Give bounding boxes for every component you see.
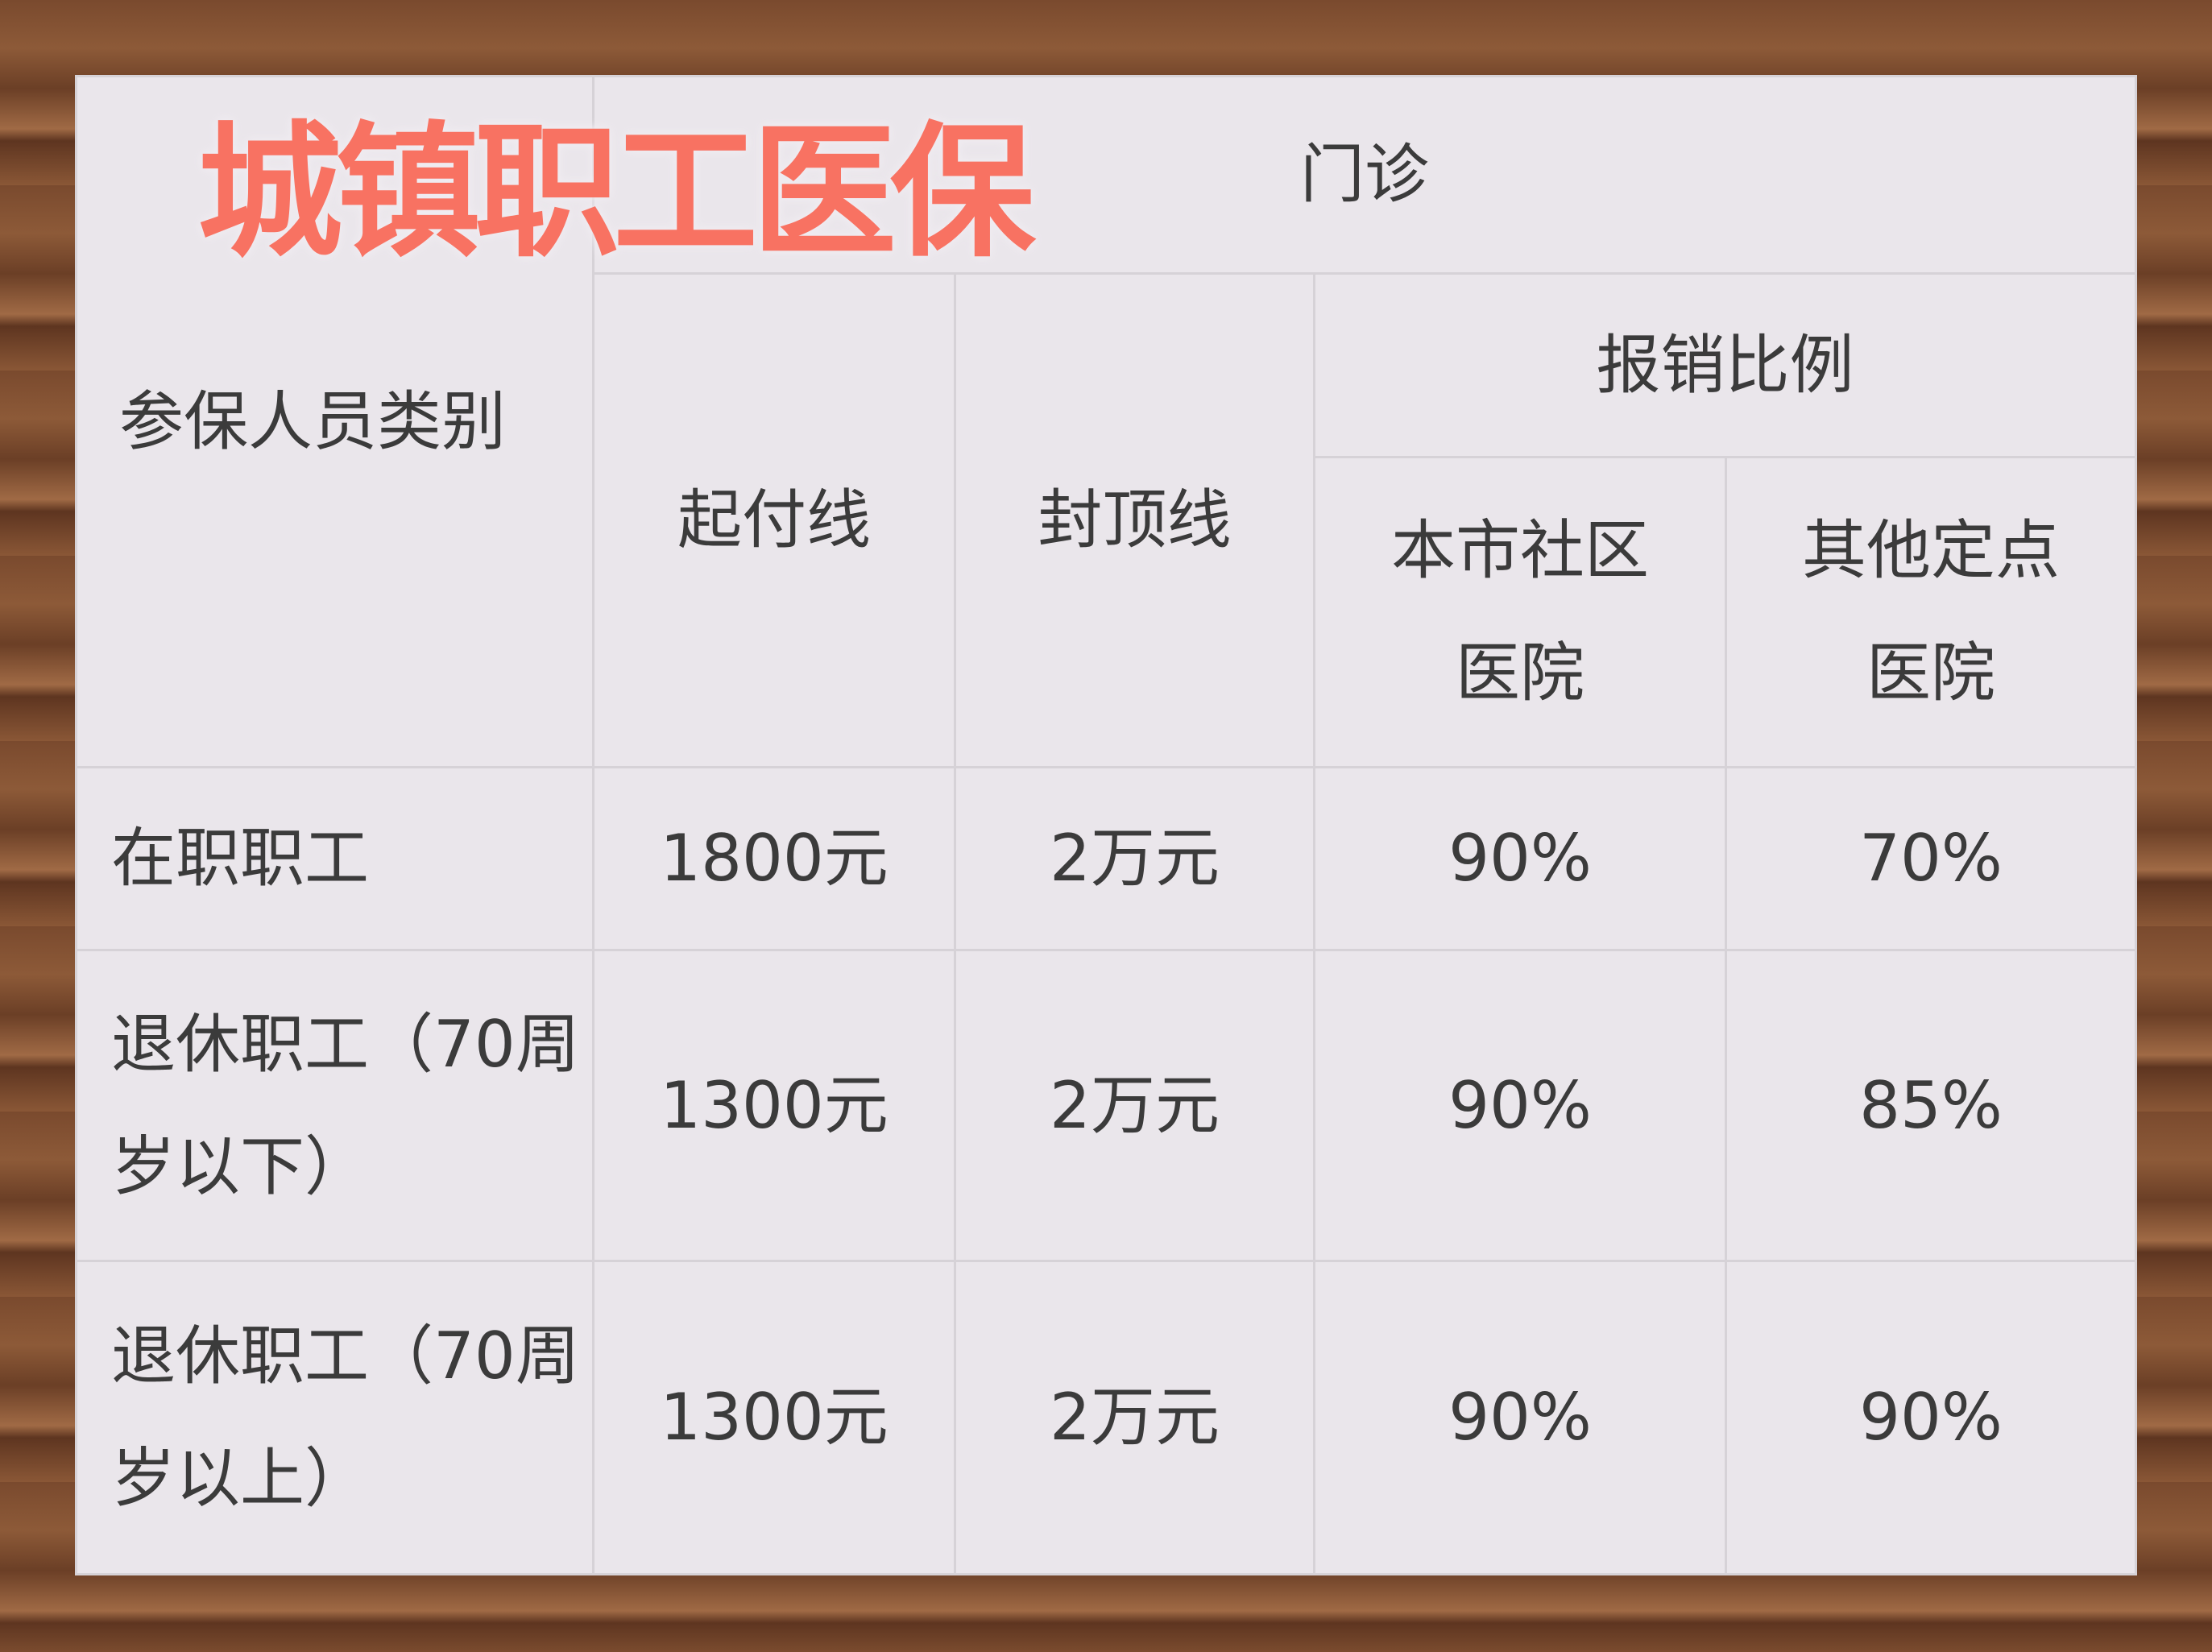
table-row-2-deductible: 1300元: [592, 1260, 956, 1575]
header-deductible-text: 起付线: [677, 482, 871, 557]
header-other-designated: 其他定点医院: [1725, 456, 2137, 768]
cell-text: 在职职工: [111, 821, 369, 896]
header-cap-text: 封顶线: [1038, 482, 1232, 557]
cell-text: 85%: [1859, 1067, 2003, 1143]
table-row-1-cap: 2万元: [954, 949, 1315, 1262]
header-local-community: 本市社区医院: [1313, 456, 1727, 768]
table-row-0-local: 90%: [1313, 766, 1727, 951]
table-row-1-deductible: 1300元: [592, 949, 956, 1262]
cell-text: 90%: [1448, 821, 1592, 896]
header-outpatient: 门诊: [592, 75, 2137, 275]
header-deductible: 起付线: [592, 272, 956, 768]
table-row-1-other: 85%: [1725, 949, 2137, 1262]
cell-text: 2万元: [1050, 1380, 1220, 1455]
header-reimbursement: 报销比例: [1313, 272, 2137, 458]
cell-text: 退休职工（70周岁以上）: [111, 1319, 580, 1516]
header-outpatient-text: 门诊: [1300, 137, 1429, 212]
cell-text: 退休职工（70周岁以下）: [111, 1006, 580, 1204]
cell-text: 90%: [1448, 1380, 1592, 1455]
table-row-2-cap: 2万元: [954, 1260, 1315, 1575]
cell-text: 2万元: [1050, 1067, 1220, 1143]
table-row-2-local: 90%: [1313, 1260, 1727, 1575]
header-cap: 封顶线: [954, 272, 1315, 768]
cell-text: 1300元: [660, 1380, 889, 1455]
page-title: 城镇职工医保: [197, 109, 1035, 277]
header-reimbursement-text: 报销比例: [1596, 327, 1854, 403]
header-category-text: 参保人员类别: [119, 383, 506, 459]
table-row-2-other: 90%: [1725, 1260, 2137, 1575]
header-category: 参保人员类别: [75, 75, 594, 768]
table-row-1-category: 退休职工（70周岁以下）: [75, 949, 594, 1262]
table-row-1-local: 90%: [1313, 949, 1727, 1262]
cell-text: 90%: [1859, 1380, 2003, 1455]
cell-text: 1300元: [660, 1067, 889, 1143]
cell-text: 70%: [1859, 821, 2003, 896]
cell-text: 1800元: [660, 821, 889, 896]
header-local-community-text: 本市社区医院: [1391, 513, 1649, 710]
header-other-designated-text: 其他定点医院: [1802, 513, 2060, 710]
table-row-0-category: 在职职工: [75, 766, 594, 951]
table-row-2-category: 退休职工（70周岁以上）: [75, 1260, 594, 1575]
cell-text: 90%: [1448, 1067, 1592, 1143]
cell-text: 2万元: [1050, 821, 1220, 896]
table-row-0-other: 70%: [1725, 766, 2137, 951]
table-row-0-cap: 2万元: [954, 766, 1315, 951]
table-row-0-deductible: 1800元: [592, 766, 956, 951]
